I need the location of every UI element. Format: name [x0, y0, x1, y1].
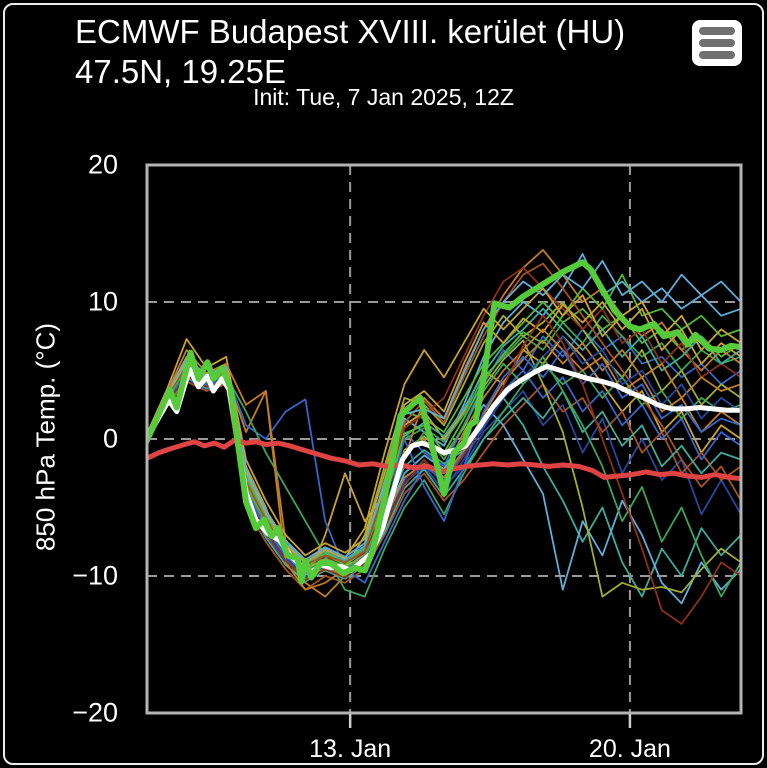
hamburger-bar [699, 27, 735, 35]
menu-button[interactable] [692, 20, 742, 66]
x-tick-label-20-jan: 20. Jan [588, 735, 671, 763]
hamburger-bar [699, 39, 735, 47]
init-time-label: Init: Tue, 7 Jan 2025, 12Z [253, 84, 514, 110]
y-tick-label-minus10: −10 [72, 560, 118, 591]
ensemble-plot [145, 163, 743, 728]
hamburger-bar [699, 51, 735, 59]
y-tick-label-minus20: −20 [72, 697, 118, 728]
y-tick-label-10: 10 [87, 286, 118, 317]
page-subtitle-coordinates: 47.5N, 19.25E [75, 53, 286, 90]
y-axis-label: 850 hPa Temp. (°C) [30, 322, 61, 552]
x-tick-label-13-jan: 13. Jan [309, 735, 392, 763]
y-tick-label-20: 20 [87, 149, 118, 180]
page-title: ECMWF Budapest XVIII. kerület (HU) [75, 13, 626, 50]
y-tick-label-0: 0 [102, 423, 118, 454]
